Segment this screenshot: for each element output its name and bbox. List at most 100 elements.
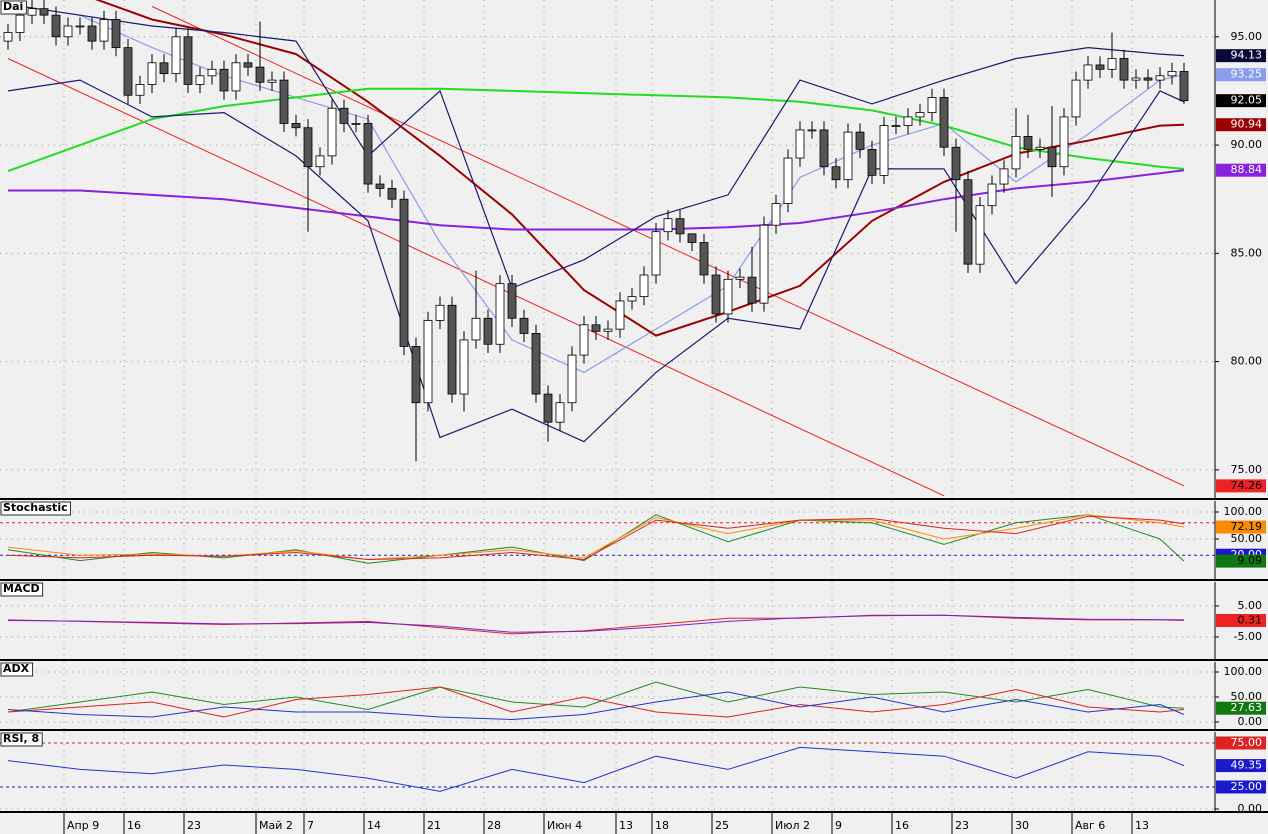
value-box xyxy=(1216,479,1266,493)
series-line xyxy=(7,681,1185,713)
candle-body xyxy=(267,79,277,83)
x-tick-label: 16 xyxy=(895,819,909,832)
candle-body xyxy=(627,296,637,302)
x-tick-label: 23 xyxy=(955,819,969,832)
candle-body xyxy=(1047,146,1057,168)
candle-body xyxy=(1071,79,1081,118)
y-tick-label: 100.00 xyxy=(1224,665,1263,678)
candle-body xyxy=(99,19,109,42)
candle-body xyxy=(1023,136,1033,150)
series-line xyxy=(7,746,1185,792)
y-tick-label: 0.00 xyxy=(1238,802,1263,815)
x-tick-label: 9 xyxy=(835,819,842,832)
candle-body xyxy=(891,125,901,127)
candle-body xyxy=(591,324,601,332)
candle-body xyxy=(339,107,349,124)
candle-body xyxy=(1107,58,1117,70)
candle-body xyxy=(1131,77,1141,81)
candle-body xyxy=(111,19,121,49)
candle-body xyxy=(459,339,469,395)
panel-title-box xyxy=(0,662,34,677)
candle-body xyxy=(255,66,265,83)
panel-title: Dai xyxy=(3,0,23,13)
candle-body xyxy=(795,129,805,159)
candle-body xyxy=(531,333,541,395)
candle-body xyxy=(579,324,589,356)
candle-body xyxy=(687,233,697,243)
candle-body xyxy=(903,116,913,126)
y-tick-label: 5.00 xyxy=(1238,599,1263,612)
candle-body xyxy=(747,276,757,304)
candle-body xyxy=(639,274,649,298)
y-tick-label: 95.00 xyxy=(1231,30,1263,43)
candle-body xyxy=(183,36,193,85)
candle-body xyxy=(147,62,157,85)
candle-body xyxy=(1059,116,1069,168)
candle-body xyxy=(351,123,361,125)
x-tick-label: 14 xyxy=(367,819,381,832)
candle-body xyxy=(999,168,1009,185)
x-tick-label: 28 xyxy=(487,819,501,832)
value-box-label: 90.94 xyxy=(1231,118,1263,131)
candle-body xyxy=(543,393,553,423)
candle-body xyxy=(1143,77,1153,81)
candle-body xyxy=(63,25,73,38)
value-box-label: 49.35 xyxy=(1231,759,1263,772)
candle-body xyxy=(159,62,169,75)
value-box-label: 0.31 xyxy=(1238,613,1263,626)
x-tick-label: 16 xyxy=(127,819,141,832)
panel xyxy=(0,732,1215,811)
candle-body xyxy=(387,187,397,200)
value-box-label: 9.09 xyxy=(1238,554,1263,567)
candle-body xyxy=(471,317,481,341)
y-tick-label: 100.00 xyxy=(1224,505,1263,518)
panel xyxy=(0,582,1215,659)
y-tick-label: 75.00 xyxy=(1231,463,1263,476)
candle-body xyxy=(483,317,493,345)
candle-body xyxy=(675,218,685,235)
candle-body xyxy=(615,300,625,330)
candle-body xyxy=(75,25,85,28)
value-box-label: 93.25 xyxy=(1231,68,1263,81)
panel-title-box xyxy=(0,582,44,597)
candle-body xyxy=(963,179,973,265)
candle-body xyxy=(735,276,745,280)
value-box-label: 25.00 xyxy=(1231,780,1263,793)
candle-body xyxy=(519,317,529,334)
series-line xyxy=(7,686,1185,718)
value-box xyxy=(1216,94,1266,108)
candle-body xyxy=(291,123,301,129)
candle-body xyxy=(3,32,13,42)
candle-body xyxy=(243,62,253,68)
series-line xyxy=(7,614,1185,635)
panel-title-box xyxy=(0,732,43,747)
y-tick-label: 85.00 xyxy=(1231,246,1263,259)
x-tick-label: 25 xyxy=(715,819,729,832)
x-tick-label: Июн 4 xyxy=(547,819,582,832)
candle-body xyxy=(1035,146,1045,150)
value-box xyxy=(1216,780,1266,794)
value-box-label: 74.26 xyxy=(1231,479,1263,492)
value-box xyxy=(1216,520,1266,534)
value-box-label: 94.13 xyxy=(1231,49,1263,62)
value-box-label: 92.05 xyxy=(1231,94,1263,107)
candle-body xyxy=(231,62,241,92)
candle-body xyxy=(495,283,505,345)
series-line xyxy=(7,515,1185,561)
value-box xyxy=(1216,68,1266,82)
y-tick-label: -5.00 xyxy=(1234,630,1262,643)
candle-body xyxy=(951,146,961,181)
candle-body xyxy=(975,205,985,265)
series-line xyxy=(7,614,1185,633)
candle-body xyxy=(783,157,793,204)
candle-body xyxy=(555,402,565,423)
panel xyxy=(0,501,1215,579)
candle-body xyxy=(759,224,769,304)
candle-body xyxy=(831,166,841,181)
candle-body xyxy=(879,125,889,176)
candle-body xyxy=(855,131,865,150)
value-box-label: 88.84 xyxy=(1231,163,1263,176)
candle-body xyxy=(939,97,949,148)
value-box xyxy=(1216,118,1266,132)
candle-body xyxy=(171,36,181,75)
